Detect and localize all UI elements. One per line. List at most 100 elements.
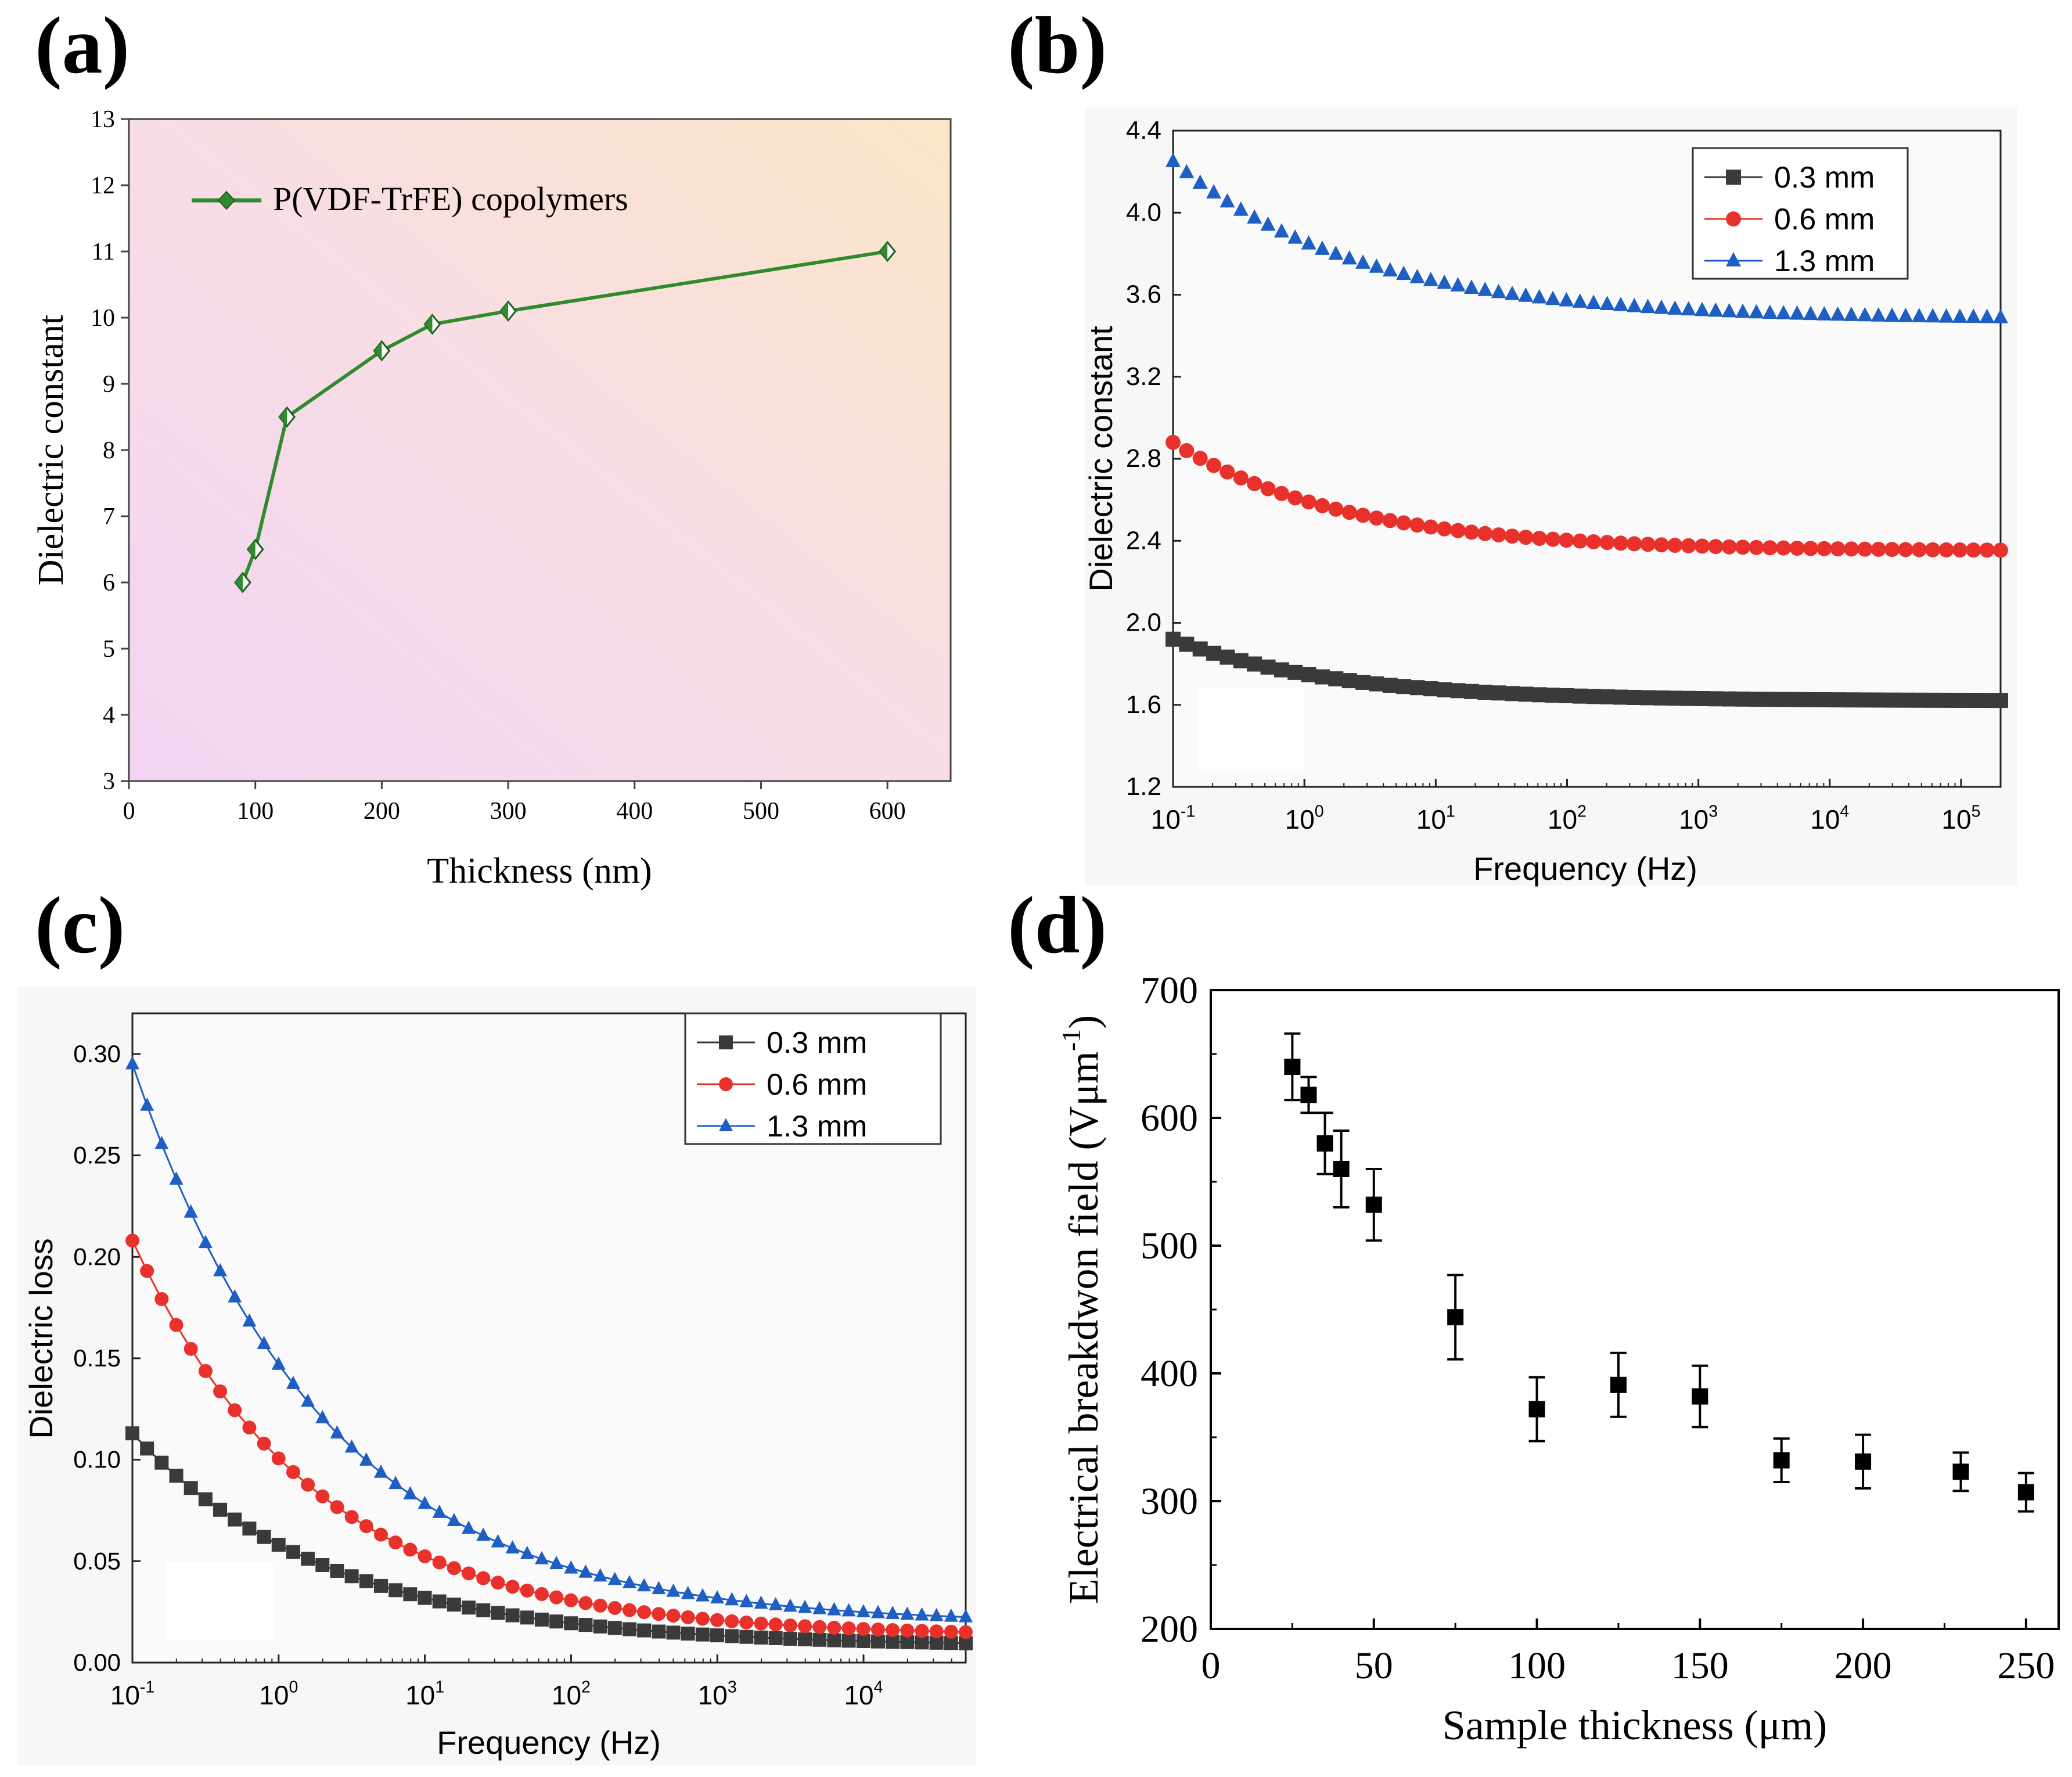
panel-c-point	[959, 1625, 973, 1639]
panel-b-point	[1437, 521, 1452, 537]
panel-c-point	[198, 1492, 213, 1506]
panel-b-point	[1898, 542, 1913, 557]
panel-b-point	[1382, 677, 1398, 693]
panel-b-point	[1695, 538, 1710, 554]
panel-c-point	[593, 1619, 607, 1634]
panel-b-point	[1437, 682, 1452, 697]
panel-c-legend-label: 0.3 mm	[767, 1026, 867, 1060]
panel-b-point	[1816, 692, 1832, 707]
panel-b-point	[1599, 689, 1615, 704]
panel-c-point	[725, 1592, 739, 1606]
panel-b-point	[1287, 490, 1303, 506]
panel-a-xtick-label: 0	[123, 798, 135, 825]
legend-label-a: P(VDF-TrFE) copolymers	[273, 180, 628, 218]
panel-c-xtick-label: 100	[259, 1678, 298, 1710]
panel-c-point	[271, 1451, 286, 1466]
legend-marker-a	[217, 190, 236, 210]
panel-c-point	[213, 1262, 228, 1276]
panel-c-ytick-label: 0.15	[73, 1344, 121, 1372]
panel-c-point	[827, 1620, 841, 1635]
panel-a-legend: P(VDF-TrFE) copolymers	[192, 180, 628, 218]
panel-b-point	[1314, 240, 1330, 255]
panel-b-point	[1166, 153, 1181, 167]
panel-b-point	[1233, 470, 1249, 486]
panel-c-point	[652, 1581, 666, 1595]
panel-b-legend-marker	[1726, 211, 1741, 226]
panel-c-point	[432, 1505, 447, 1518]
panel-b-xtick-exp: 1	[1446, 802, 1455, 821]
panel-b-point	[1369, 258, 1384, 273]
panel-b-point	[1789, 541, 1805, 556]
panel-d-ytick-label: 700	[1141, 969, 1198, 1012]
panel-d-xtick-label: 150	[1671, 1645, 1729, 1687]
panel-a-ytick-label: 11	[92, 239, 115, 265]
panel-b-point	[1179, 164, 1195, 179]
panel-b-legend-marker	[1726, 170, 1741, 185]
panel-b-point	[1518, 686, 1534, 702]
panel-b-point	[1545, 531, 1561, 547]
panel-b-point	[1220, 193, 1235, 208]
panel-b-point	[1545, 290, 1561, 305]
panel-b-point	[1979, 693, 1995, 708]
panel-c-xtick-base: 10	[552, 1680, 581, 1710]
panel-label-b: (b)	[1008, 1, 1107, 91]
panel-b-point	[1653, 537, 1669, 553]
panel-a-xtick-label: 500	[743, 798, 779, 825]
panel-d-xtick-label: 50	[1355, 1645, 1393, 1687]
panel-a-point-fill	[880, 242, 888, 261]
panel-c-point	[330, 1563, 344, 1578]
panel-b-point	[1437, 274, 1452, 289]
panel-c-point	[447, 1598, 461, 1612]
panel-b-point	[1627, 690, 1642, 706]
panel-b-point	[1952, 692, 1967, 708]
panel-c-point	[593, 1568, 607, 1582]
panel-b-blank-patch	[1199, 688, 1304, 769]
panel-c-point	[154, 1136, 169, 1149]
panel-c-blank-patch	[166, 1562, 273, 1641]
panel-c-point	[607, 1600, 622, 1615]
panel-b-point	[1233, 653, 1249, 668]
panel-c-point	[578, 1564, 593, 1578]
panel-b-point	[1274, 223, 1289, 238]
panel-c-point	[447, 1561, 461, 1575]
panel-b-ytick-label: 2.0	[1126, 609, 1161, 637]
panel-b-xtick-label: 104	[1810, 802, 1849, 834]
panel-c-point	[725, 1614, 739, 1628]
panel-b-point	[1287, 664, 1303, 680]
panel-b-point	[1749, 304, 1764, 319]
panel-b-point	[1491, 283, 1506, 298]
panel-c-point	[301, 1477, 315, 1492]
panel-b-point	[1505, 528, 1520, 544]
panel-c-xtick-exp: 3	[728, 1678, 737, 1696]
panel-b-point	[1301, 667, 1316, 682]
panel-c-point	[520, 1583, 534, 1598]
panel-c-xtick-label: 101	[405, 1678, 444, 1710]
panel-a-ytick-label: 9	[103, 371, 115, 398]
panel-c-point	[593, 1598, 607, 1613]
panel-b-point	[1898, 692, 1913, 708]
panel-d-ylabel-close: )	[1060, 1015, 1107, 1029]
panel-c-point	[695, 1588, 710, 1602]
panel-d-xtick-label: 200	[1834, 1645, 1892, 1687]
panel-c-point	[944, 1624, 958, 1639]
panel-b-point	[1762, 304, 1778, 319]
panel-b-point	[1505, 285, 1520, 300]
panel-c-point	[344, 1510, 359, 1524]
panel-a-point	[499, 300, 517, 322]
panel-a-ytick-label: 10	[91, 305, 115, 332]
panel-b-legend: 0.3 mm 0.6 mm 1.3 mm	[1692, 147, 1909, 280]
panel-b-point	[1463, 524, 1479, 540]
panel-b-point	[1586, 294, 1602, 310]
panel-a-chart: 0 100 200 300 400 500 600 3 4 5 6 7 8 9 10 11 12 13 P(VDF…	[31, 106, 952, 891]
panel-c-point	[271, 1538, 286, 1552]
panel-c-point	[505, 1608, 520, 1623]
panel-c-point	[271, 1356, 286, 1370]
panel-c-point	[886, 1623, 900, 1637]
panel-d-marker	[1316, 1135, 1333, 1152]
panel-b-point	[1681, 690, 1696, 706]
panel-c-point	[140, 1264, 154, 1278]
panel-c-point	[841, 1621, 856, 1636]
panel-label-d: (d)	[1008, 880, 1107, 970]
panel-c-point	[739, 1593, 754, 1607]
panel-d-marker	[1528, 1401, 1545, 1418]
